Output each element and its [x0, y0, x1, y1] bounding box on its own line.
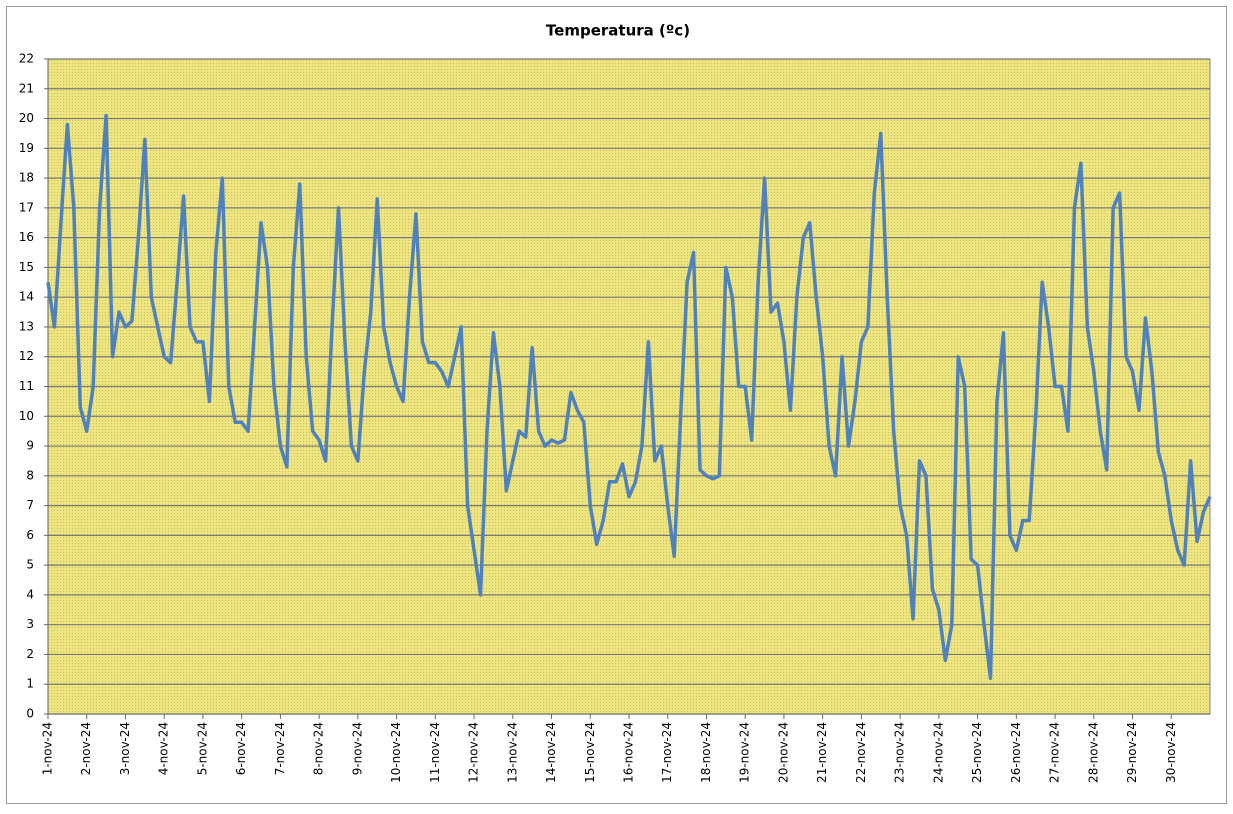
y-tick-label: 5	[26, 558, 34, 572]
x-tick-label: 30-nov-24	[1164, 722, 1178, 783]
x-tick-label: 3-nov-24	[118, 722, 132, 775]
x-tick-label: 29-nov-24	[1125, 722, 1139, 783]
y-tick-label: 11	[19, 379, 34, 393]
y-tick-label: 7	[26, 498, 34, 512]
x-tick-label: 25-nov-24	[970, 722, 984, 783]
y-tick-label: 14	[19, 290, 34, 304]
y-tick-label: 2	[26, 647, 34, 661]
y-tick-label: 12	[19, 349, 34, 363]
x-tick-label: 12-nov-24	[467, 722, 481, 783]
y-tick-label: 9	[26, 439, 34, 453]
y-tick-label: 21	[19, 81, 34, 95]
y-tick-label: 22	[19, 52, 34, 66]
x-tick-label: 13-nov-24	[505, 722, 519, 783]
x-tick-label: 20-nov-24	[776, 722, 790, 783]
x-tick-label: 7-nov-24	[273, 722, 287, 775]
x-tick-label: 14-nov-24	[544, 722, 558, 783]
x-tick-label: 23-nov-24	[893, 722, 907, 783]
y-tick-label: 4	[26, 587, 34, 601]
x-tick-label: 6-nov-24	[234, 722, 248, 775]
x-tick-label: 24-nov-24	[931, 722, 945, 783]
y-tick-label: 6	[26, 528, 34, 542]
y-tick-label: 10	[19, 409, 34, 423]
x-tick-label: 1-nov-24	[41, 722, 55, 775]
x-tick-label: 5-nov-24	[195, 722, 209, 775]
x-tick-label: 15-nov-24	[583, 722, 597, 783]
y-tick-label: 13	[19, 319, 34, 333]
x-tick-label: 16-nov-24	[622, 722, 636, 783]
y-tick-label: 1	[26, 677, 34, 691]
y-tick-label: 19	[19, 141, 34, 155]
y-tick-label: 3	[26, 617, 34, 631]
x-tick-label: 22-nov-24	[854, 722, 868, 783]
x-tick-label: 27-nov-24	[1048, 722, 1062, 783]
chart-title: Temperatura (ºc)	[546, 22, 690, 40]
y-tick-label: 8	[26, 468, 34, 482]
x-tick-label: 28-nov-24	[1086, 722, 1100, 783]
y-tick-label: 20	[19, 111, 34, 125]
y-tick-label: 18	[19, 171, 34, 185]
x-tick-label: 2-nov-24	[79, 722, 93, 775]
y-tick-label: 16	[19, 230, 34, 244]
temperature-line	[46, 113, 1212, 681]
x-tick-label: 21-nov-24	[815, 722, 829, 783]
x-tick-label: 19-nov-24	[738, 722, 752, 783]
y-tick-label: 0	[26, 707, 34, 721]
x-tick-label: 11-nov-24	[428, 722, 442, 783]
x-tick-label: 4-nov-24	[157, 722, 171, 775]
x-tick-label: 18-nov-24	[699, 722, 713, 783]
x-tick-label: 17-nov-24	[660, 722, 674, 783]
x-tick-label: 9-nov-24	[350, 722, 364, 775]
x-tick-label: 10-nov-24	[389, 722, 403, 783]
x-tick-label: 8-nov-24	[312, 722, 326, 775]
y-tick-label: 15	[19, 260, 34, 274]
y-tick-label: 17	[19, 200, 34, 214]
x-tick-label: 26-nov-24	[1009, 722, 1023, 783]
